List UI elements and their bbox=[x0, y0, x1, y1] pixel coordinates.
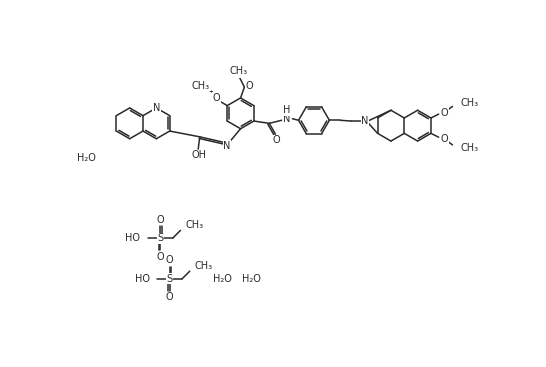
Text: H₂O: H₂O bbox=[212, 274, 232, 284]
Text: O: O bbox=[157, 251, 164, 262]
Text: O: O bbox=[441, 108, 449, 117]
Text: N: N bbox=[223, 141, 230, 151]
Text: N: N bbox=[283, 114, 290, 124]
Text: N: N bbox=[361, 116, 369, 126]
Text: OH: OH bbox=[192, 150, 206, 160]
Text: H: H bbox=[234, 68, 241, 77]
Text: O: O bbox=[166, 255, 174, 265]
Text: O: O bbox=[157, 215, 164, 225]
Text: CH₃: CH₃ bbox=[192, 81, 210, 91]
Text: H₂O: H₂O bbox=[77, 153, 96, 163]
Text: CH₃: CH₃ bbox=[229, 66, 247, 76]
Text: CH₃: CH₃ bbox=[460, 143, 478, 153]
Text: H: H bbox=[283, 105, 290, 115]
Text: CH₃: CH₃ bbox=[185, 220, 203, 230]
Text: HO: HO bbox=[126, 233, 140, 243]
Text: N: N bbox=[153, 103, 160, 113]
Text: CH₃: CH₃ bbox=[460, 98, 478, 108]
Text: HO: HO bbox=[135, 274, 150, 284]
Text: S: S bbox=[167, 274, 173, 284]
Text: O: O bbox=[245, 81, 253, 91]
Text: H₂O: H₂O bbox=[242, 274, 261, 284]
Text: O: O bbox=[272, 135, 280, 145]
Text: S: S bbox=[157, 233, 164, 243]
Text: CH₃: CH₃ bbox=[194, 261, 212, 271]
Text: O: O bbox=[441, 134, 449, 144]
Text: O: O bbox=[166, 292, 174, 302]
Text: O: O bbox=[212, 93, 220, 103]
